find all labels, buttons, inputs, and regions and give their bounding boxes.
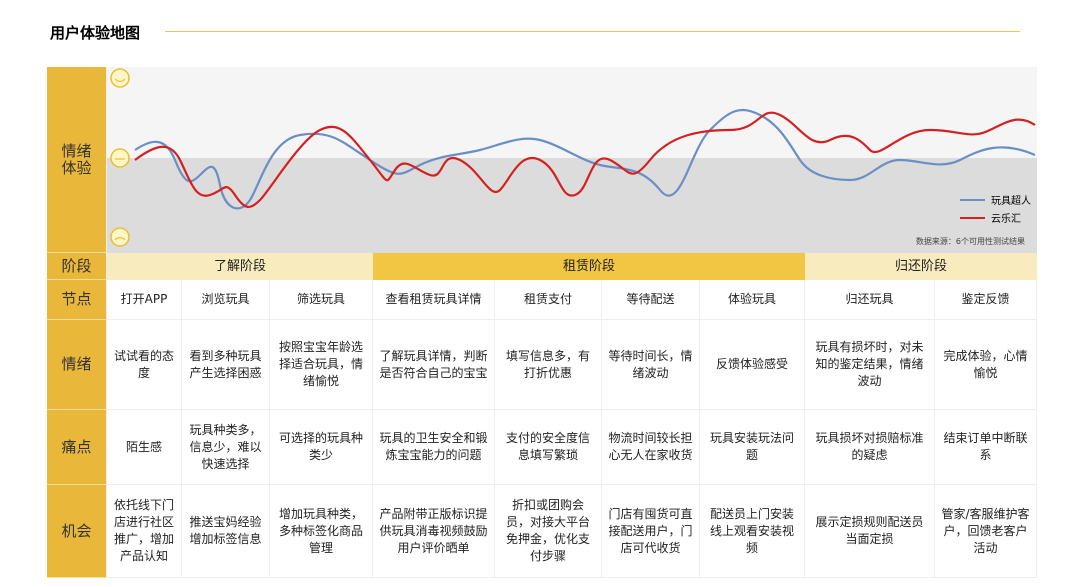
- cell: 物流时间较长担心无人在家收货: [602, 410, 700, 485]
- cell: 租赁支付: [495, 280, 602, 320]
- title: 用户体验地图: [50, 24, 141, 42]
- stage: 归还阶段: [805, 253, 1037, 280]
- cell: 筛选玩具: [270, 280, 373, 320]
- row-label: 阶段: [47, 253, 107, 280]
- cell: 等待配送: [602, 280, 700, 320]
- cell: 陌生感: [107, 410, 182, 485]
- cell: 填写信息多，有打折优惠: [495, 320, 602, 410]
- cell: 门店有囤货可直接配送用户，门店可代收货: [602, 485, 700, 578]
- cell: 玩具种类多，信息少，难以快速选择: [182, 410, 270, 485]
- cell: 配送员上门安装线上观看安装视频: [700, 485, 805, 578]
- cell: 查看租赁玩具详情: [373, 280, 495, 320]
- legend-label: 云乐汇: [991, 212, 1021, 225]
- cell: 了解玩具详情，判断是否符合自己的宝宝: [373, 320, 495, 410]
- cell: 支付的安全度信息填写繁琐: [495, 410, 602, 485]
- cell: 浏览玩具: [182, 280, 270, 320]
- emotion-chart: 玩具超人 云乐汇 数据来源：6个可用性测试结果: [107, 67, 1037, 253]
- cell: 玩具损坏对损赔标准的疑虑: [805, 410, 935, 485]
- cell: 玩具的卫生安全和锻炼宝宝能力的问题: [373, 410, 495, 485]
- cell: 折扣或团购会员，对接大平台免押金，优化支付步骤: [495, 485, 602, 578]
- cell: 管家/客服维护客户，回馈老客户活动: [935, 485, 1037, 578]
- cell: 归还玩具: [805, 280, 935, 320]
- cell: 玩具安装玩法问题: [700, 410, 805, 485]
- legend-label: 玩具超人: [991, 194, 1031, 207]
- cell: 完成体验，心情愉悦: [935, 320, 1037, 410]
- cell: 增加玩具种类，多种标签化商品管理: [270, 485, 373, 578]
- title-rule: [165, 31, 1020, 32]
- cell: 看到多种玩具产生选择困惑: [182, 320, 270, 410]
- cell: 玩具有损坏时，对未知的鉴定结果，情绪波动: [805, 320, 935, 410]
- cell: 鉴定反馈: [935, 280, 1037, 320]
- cell: 体验玩具: [700, 280, 805, 320]
- cell: 依托线下门店进行社区推广，增加产品认知: [107, 485, 182, 578]
- cell: 按照宝宝年龄选择适合玩具，情绪愉悦: [270, 320, 373, 410]
- row-label: 痛点: [47, 410, 107, 485]
- cell: 结束订单中断联系: [935, 410, 1037, 485]
- row-label: 节点: [47, 280, 107, 320]
- row-label: 机会: [47, 485, 107, 578]
- row-label: 情绪: [47, 320, 107, 410]
- cell: 产品附带正版标识提供玩具消毒视频鼓励用户评价晒单: [373, 485, 495, 578]
- cell: 等待时间长，情绪波动: [602, 320, 700, 410]
- cell: 推送宝妈经验增加标签信息: [182, 485, 270, 578]
- stage: 了解阶段: [107, 253, 373, 280]
- cell: 可选择的玩具种类少: [270, 410, 373, 485]
- stage: 租赁阶段: [373, 253, 805, 280]
- source-note: 数据来源：6个可用性测试结果: [916, 236, 1025, 246]
- row-label: 情绪体验: [47, 67, 107, 253]
- cell: 试试看的态度: [107, 320, 182, 410]
- cell: 反馈体验感受: [700, 320, 805, 410]
- cell: 展示定损规则配送员当面定损: [805, 485, 935, 578]
- cell: 打开APP: [107, 280, 182, 320]
